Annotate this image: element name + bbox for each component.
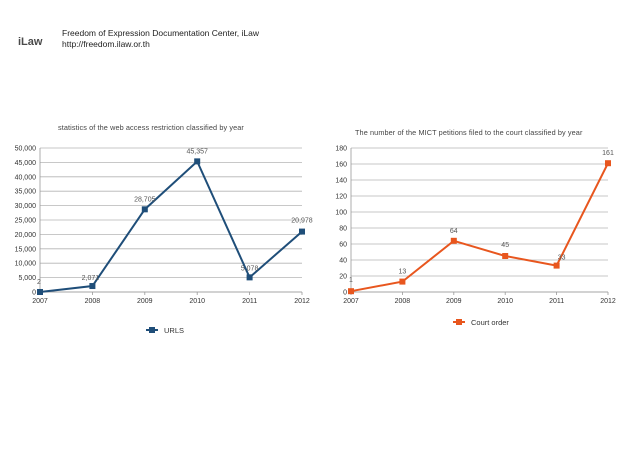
left-x-tick-label: 2011 <box>242 298 257 305</box>
right-data-point <box>553 262 560 269</box>
right-y-tick-label: 60 <box>339 242 347 249</box>
right-data-label: 33 <box>558 255 566 262</box>
left-y-tick-label: 30,000 <box>15 203 37 210</box>
org-url: http://freedom.ilaw.or.th <box>62 39 150 49</box>
left-y-tick-label: 20,000 <box>15 232 37 239</box>
right-legend-marker <box>456 319 462 325</box>
left-x-tick-label: 2007 <box>32 298 48 305</box>
left-data-label: 5,078 <box>241 265 259 272</box>
org-name: Freedom of Expression Documentation Cent… <box>62 28 260 38</box>
left-x-tick-label: 2010 <box>189 298 205 305</box>
left-legend-marker <box>149 327 155 333</box>
right-data-label: 161 <box>602 150 614 157</box>
left-y-tick-label: 40,000 <box>15 174 37 181</box>
left-data-label: 45,357 <box>186 148 208 155</box>
right-data-label: 1 <box>349 277 353 284</box>
right-data-label: 64 <box>450 228 458 235</box>
left-y-tick-label: 35,000 <box>15 189 37 196</box>
left-series-line <box>39 159 303 293</box>
left-y-tick-label: 50,000 <box>15 146 37 153</box>
right-legend-label: Court order <box>471 318 509 327</box>
left-data-label: 20,978 <box>291 218 313 225</box>
right-y-tick-label: 40 <box>339 258 347 265</box>
left-data-label: 2,071 <box>82 275 100 282</box>
right-x-tick-label: 2010 <box>497 298 513 305</box>
right-x-tick-label: 2008 <box>395 298 411 305</box>
left-legend-label: URLS <box>164 326 184 335</box>
left-x-tick-label: 2009 <box>137 298 153 305</box>
right-x-tick-label: 2007 <box>343 298 359 305</box>
left-x-tick-label: 2008 <box>85 298 101 305</box>
left-chart-title: statistics of the web access restriction… <box>58 123 244 132</box>
left-data-point <box>141 206 148 213</box>
right-chart-title: The number of the MICT petitions filed t… <box>355 128 583 137</box>
right-data-point <box>399 278 406 285</box>
right-y-tick-label: 160 <box>335 162 347 169</box>
right-y-tick-label: 80 <box>339 226 347 233</box>
ilaw-logo: iLaw <box>18 32 50 50</box>
left-data-point <box>246 274 253 281</box>
left-y-tick-label: 10,000 <box>15 261 37 268</box>
left-data-point <box>299 228 305 235</box>
right-x-tick-label: 2012 <box>600 298 616 305</box>
right-y-tick-label: 180 <box>335 146 347 153</box>
right-data-label: 45 <box>501 242 509 249</box>
left-data-point <box>37 288 43 295</box>
left-data-point <box>194 158 201 165</box>
left-y-tick-label: 45,000 <box>15 160 37 167</box>
right-y-tick-label: 20 <box>339 274 347 281</box>
right-data-point <box>502 253 509 259</box>
logo-text: iLaw <box>18 36 43 48</box>
right-x-tick-label: 2009 <box>446 298 462 305</box>
right-data-label: 13 <box>399 269 407 276</box>
right-series-line <box>350 162 609 293</box>
right-data-point <box>450 237 457 244</box>
left-y-tick-label: 25,000 <box>15 218 37 225</box>
right-data-point <box>605 160 611 167</box>
left-y-tick-label: 5,000 <box>18 275 36 282</box>
left-data-label: 2 <box>37 279 41 286</box>
right-y-tick-label: 100 <box>335 210 347 217</box>
org-info: Freedom of Expression Documentation Cent… <box>62 28 259 50</box>
left-data-label: 28,705 <box>134 196 156 203</box>
right-y-tick-label: 0 <box>343 290 347 297</box>
left-data-point <box>89 283 96 290</box>
right-data-point <box>348 288 354 295</box>
right-y-tick-label: 120 <box>335 194 347 201</box>
right-y-tick-label: 140 <box>335 178 347 185</box>
left-y-tick-label: 15,000 <box>15 246 37 253</box>
left-x-tick-label: 2012 <box>294 298 310 305</box>
right-x-tick-label: 2011 <box>549 298 564 305</box>
left-y-tick-label: 0 <box>32 290 36 297</box>
